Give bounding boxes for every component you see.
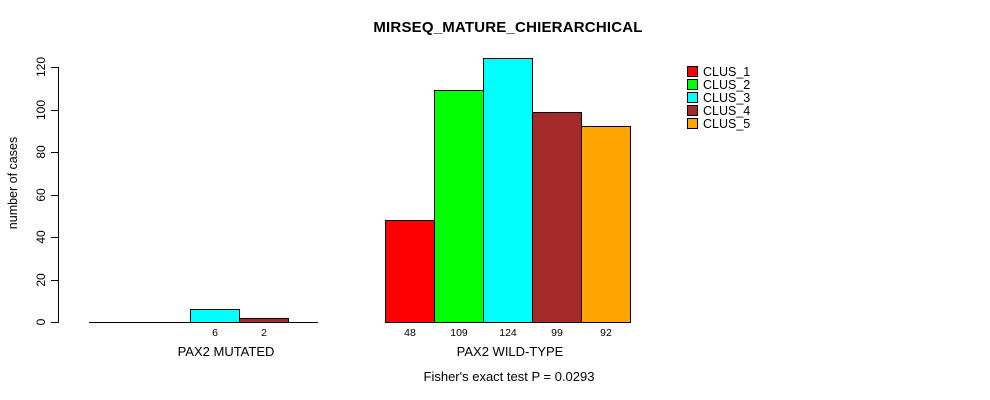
chart-title: MIRSEQ_MATURE_CHIERARCHICAL [373, 19, 643, 36]
bar [434, 90, 484, 323]
y-tick [51, 195, 58, 196]
y-tick-label: 40 [34, 230, 48, 244]
bar [532, 112, 582, 323]
bar [385, 220, 435, 323]
bar-value-label: 109 [450, 327, 468, 339]
group-label-pax2-mutated: PAX2 MUTATED [177, 344, 275, 359]
bar-value-label: 2 [261, 327, 267, 339]
fisher-test-annotation: Fisher's exact test P = 0.0293 [423, 369, 595, 384]
legend-swatch [687, 79, 698, 90]
legend-swatch [687, 66, 698, 77]
bar [239, 318, 289, 323]
legend-label: CLUS_3 [703, 90, 751, 105]
bar-value-label: 99 [551, 327, 563, 339]
bar-value-label: 48 [404, 327, 416, 339]
y-tick [51, 152, 58, 153]
y-tick-label: 0 [34, 318, 48, 326]
y-tick-label: 80 [34, 145, 48, 159]
legend-swatch [687, 92, 698, 103]
legend-label: CLUS_5 [703, 116, 751, 131]
bar [483, 58, 533, 323]
y-axis-line [58, 67, 59, 323]
bar [581, 126, 631, 323]
y-axis-label: number of cases [6, 136, 20, 230]
bar-value-label: 92 [600, 327, 612, 339]
y-tick-label: 20 [34, 273, 48, 287]
legend-swatch [687, 105, 698, 116]
y-tick-label: 100 [34, 99, 48, 121]
bar [190, 309, 240, 323]
y-tick [51, 67, 58, 68]
bar-value-label: 6 [212, 327, 218, 339]
y-tick [51, 280, 58, 281]
legend-swatch [687, 118, 698, 129]
y-tick-label: 120 [34, 56, 48, 78]
legend-label: CLUS_2 [703, 77, 751, 92]
y-tick [51, 322, 58, 323]
legend-label: CLUS_4 [703, 103, 751, 118]
legend-label: CLUS_1 [703, 64, 751, 79]
bar-value-label: 124 [499, 327, 517, 339]
y-tick [51, 237, 58, 238]
y-tick-label: 60 [34, 188, 48, 202]
group-label-pax2-wild-type: PAX2 WILD-TYPE [456, 344, 564, 359]
y-tick [51, 110, 58, 111]
